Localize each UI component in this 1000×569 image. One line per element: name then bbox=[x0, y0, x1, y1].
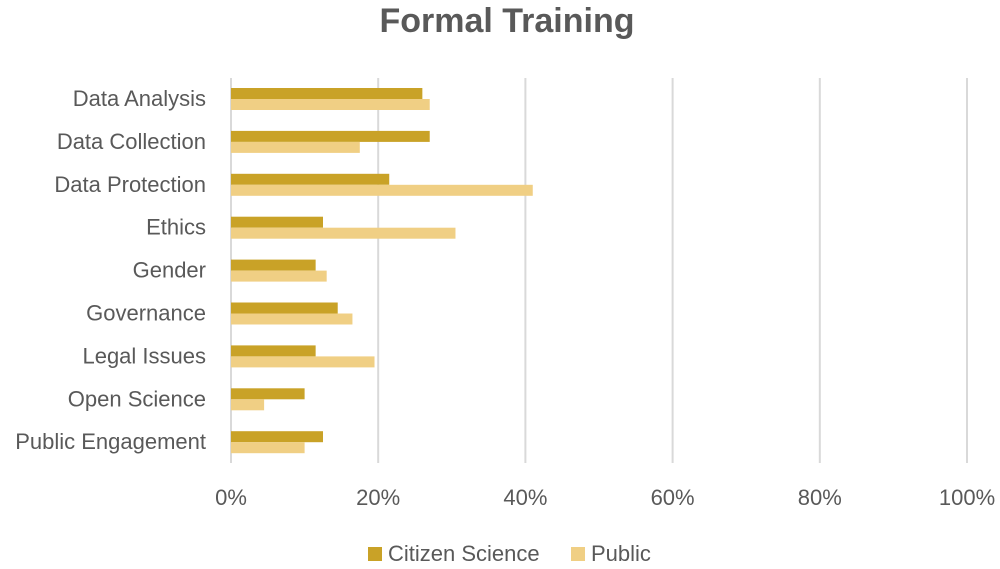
chart-title: Formal Training bbox=[379, 2, 634, 40]
x-tick-label: 0% bbox=[215, 485, 247, 510]
x-tick-label: 100% bbox=[939, 485, 995, 510]
bar-citizen-science bbox=[231, 173, 390, 185]
bar-public bbox=[231, 442, 305, 454]
category-label: Public Engagement bbox=[15, 429, 206, 454]
category-label: Data Analysis bbox=[73, 86, 206, 111]
x-tick-labels: 0% 20% 40% 60% 80% 100% bbox=[215, 485, 995, 510]
category-label: Gender bbox=[133, 258, 206, 283]
bar-public bbox=[231, 270, 327, 282]
category-label: Data Collection bbox=[57, 129, 206, 154]
category-label: Governance bbox=[86, 301, 206, 326]
category-label: Ethics bbox=[146, 215, 206, 240]
bar-citizen-science bbox=[231, 431, 323, 443]
category-labels: Data Analysis Data Collection Data Protect… bbox=[15, 86, 206, 454]
x-tick-label: 60% bbox=[651, 485, 695, 510]
bar-citizen-science bbox=[231, 302, 338, 314]
legend: Citizen Science Public bbox=[368, 541, 651, 566]
bar-citizen-science bbox=[231, 88, 423, 99]
legend-label-public: Public bbox=[591, 541, 651, 566]
legend-label-citizen-science: Citizen Science bbox=[388, 541, 540, 566]
bar-citizen-science bbox=[231, 259, 316, 271]
category-label: Data Protection bbox=[54, 172, 206, 197]
bars bbox=[231, 88, 533, 454]
bar-public bbox=[231, 356, 375, 368]
category-label: Open Science bbox=[68, 386, 206, 411]
x-tick-label: 20% bbox=[356, 485, 400, 510]
x-tick-label: 40% bbox=[503, 485, 547, 510]
bar-public bbox=[231, 399, 265, 411]
bar-citizen-science bbox=[231, 345, 316, 357]
bar-citizen-science bbox=[231, 216, 323, 228]
bar-public bbox=[231, 313, 353, 325]
bar-public bbox=[231, 227, 456, 239]
bar-citizen-science bbox=[231, 388, 305, 400]
category-label: Legal Issues bbox=[82, 343, 206, 368]
bar-public bbox=[231, 141, 360, 153]
legend-swatch-citizen-science bbox=[368, 547, 382, 561]
bar-public bbox=[231, 184, 533, 196]
bar-citizen-science bbox=[231, 130, 430, 142]
x-tick-label: 80% bbox=[798, 485, 842, 510]
legend-swatch-public bbox=[571, 547, 585, 561]
bar-public bbox=[231, 99, 430, 110]
